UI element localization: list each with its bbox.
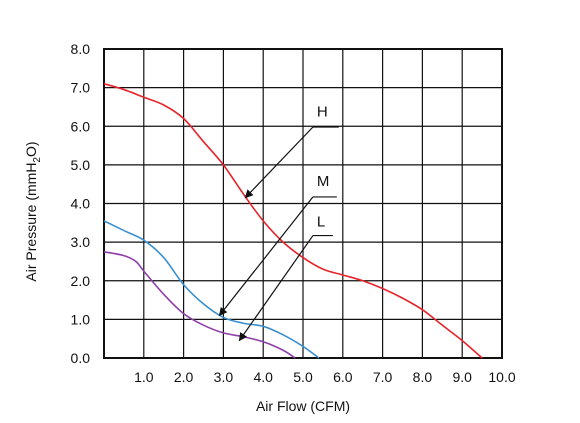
y-tick-label: 0.0 [71, 350, 91, 366]
annotation-arrow-m [218, 196, 314, 317]
series-layer [103, 82, 483, 359]
y-tick-label: 1.0 [71, 311, 91, 327]
y-tick-label: 7.0 [71, 80, 91, 96]
grid-lines [104, 49, 502, 358]
plot-frame [103, 48, 503, 359]
x-tick-label: 10.0 [488, 369, 515, 385]
x-tick-label: 8.0 [413, 369, 433, 385]
y-tick-label: 4.0 [71, 196, 91, 212]
annotation-label-h: H [317, 104, 328, 121]
y-tick-label: 8.0 [71, 41, 91, 57]
tick-labels: 1.0 2.0 3.0 4.0 5.0 6.0 7.0 8.0 9.0 10.0 0.0 1.0 2.0… [71, 41, 516, 385]
x-tick-label: 1.0 [134, 369, 154, 385]
x-tick-label: 3.0 [214, 369, 234, 385]
series-line-m [103, 220, 320, 359]
annotation-arrow-l [238, 235, 314, 342]
x-tick-label: 2.0 [174, 369, 194, 385]
series-line-h [103, 82, 483, 359]
x-axis-label: Air Flow (CFM) [256, 398, 350, 414]
y-tick-label: 6.0 [71, 118, 91, 134]
y-axis-label-part-2: O) [23, 141, 39, 157]
annotation-label-m: M [317, 173, 330, 190]
annotation-arrow-h [244, 126, 314, 199]
annotation-layer: H M L [218, 104, 339, 342]
y-tick-label: 5.0 [71, 157, 91, 173]
x-tick-label: 5.0 [293, 369, 313, 385]
x-tick-label: 7.0 [373, 369, 393, 385]
series-line-l [103, 250, 296, 359]
x-tick-label: 6.0 [333, 369, 353, 385]
y-axis-label: Air Pressure (mmH2O) [23, 141, 43, 281]
y-axis-label-subscript: 2 [32, 157, 43, 163]
y-tick-label: 2.0 [71, 273, 91, 289]
y-axis-label-part-1: Air Pressure (mmH [23, 163, 39, 282]
x-tick-label: 4.0 [253, 369, 273, 385]
x-tick-label: 9.0 [452, 369, 472, 385]
y-tick-label: 3.0 [71, 234, 91, 250]
annotation-label-l: L [317, 214, 325, 231]
